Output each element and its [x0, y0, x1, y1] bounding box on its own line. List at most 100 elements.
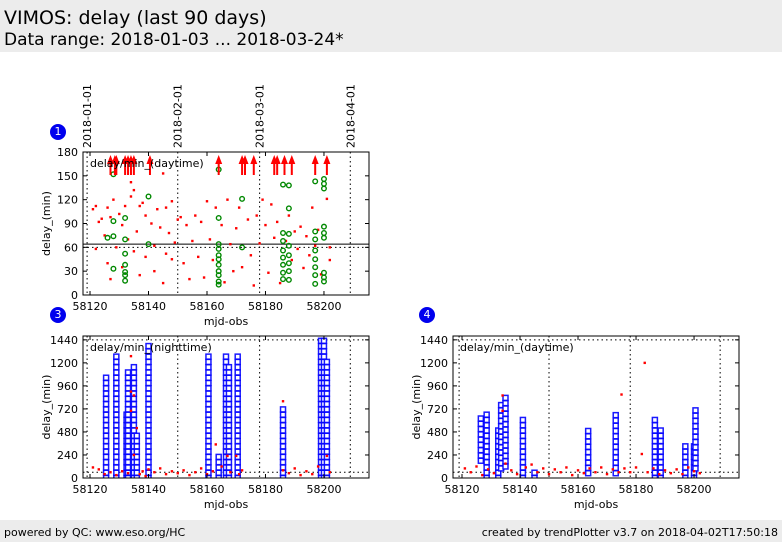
- date-tick-label: 2018-02-01: [172, 84, 185, 148]
- plot-badge-1[interactable]: 1: [50, 124, 66, 140]
- blue-square-point: [225, 448, 233, 455]
- header-bar: VIMOS: delay (last 90 days) Data range: …: [0, 0, 782, 52]
- green-circle-point: [312, 272, 319, 279]
- blue-square-point: [205, 369, 212, 376]
- plot-badge-4[interactable]: 4: [419, 307, 435, 323]
- red-point: [258, 242, 261, 245]
- blue-square-point: [130, 416, 138, 424]
- blue-square-point: [113, 390, 120, 397]
- blue-square-point: [225, 411, 233, 418]
- red-point: [281, 469, 285, 472]
- blue-square-point: [145, 453, 152, 461]
- blue-square-point: [124, 411, 132, 418]
- y-tick-label: 0: [71, 472, 78, 485]
- blue-square-point: [234, 458, 241, 466]
- blue-square-point: [234, 379, 241, 387]
- date-tick-label: 2018-01-01: [81, 84, 94, 148]
- blue-square-point: [651, 458, 659, 466]
- blue-square-point: [102, 411, 110, 418]
- red-point: [197, 255, 200, 259]
- red-point: [316, 228, 320, 232]
- blue-square-point: [682, 453, 689, 461]
- blue-square-point: [502, 436, 509, 444]
- blue-square-point: [323, 369, 331, 376]
- out-of-range-arrow: [241, 155, 249, 175]
- blue-square-point: [133, 437, 141, 445]
- x-tick-label: 58160: [189, 300, 224, 313]
- red-point: [255, 214, 258, 217]
- red-point: [97, 220, 100, 224]
- blue-square-point: [502, 431, 509, 439]
- blue-square-point: [205, 395, 212, 403]
- green-circle-point: [280, 254, 287, 261]
- blue-square-point: [651, 437, 659, 445]
- y-tick-label: 90: [64, 218, 78, 231]
- red-point: [281, 400, 285, 403]
- red-point: [530, 463, 533, 466]
- plot-badge-3[interactable]: 3: [50, 307, 66, 323]
- blue-square-point: [225, 427, 233, 434]
- blue-square-point: [323, 443, 331, 450]
- blue-square-point: [477, 446, 485, 454]
- blue-square-point: [612, 438, 619, 445]
- blue-square-point: [234, 416, 241, 424]
- x-tick-label: 58140: [503, 483, 538, 496]
- footer-powered-by[interactable]: powered by QC: www.eso.org/HC: [4, 526, 186, 539]
- blue-square-point: [584, 454, 592, 461]
- y-tick-label: 480: [57, 426, 78, 439]
- red-point: [299, 225, 302, 228]
- red-point: [237, 472, 241, 476]
- green-circle-point: [145, 241, 152, 248]
- blue-square-point: [320, 353, 328, 360]
- red-point: [112, 198, 115, 201]
- red-point: [153, 471, 156, 474]
- blue-square-point: [205, 374, 212, 381]
- blue-square-point: [130, 379, 138, 387]
- blue-square-point: [225, 437, 233, 445]
- blue-square-point: [225, 385, 233, 392]
- blue-square-point: [692, 407, 699, 414]
- blue-square-point: [113, 416, 120, 424]
- blue-square-point: [205, 358, 212, 366]
- blue-square-point: [205, 448, 212, 455]
- blue-square-point: [113, 448, 120, 455]
- x-tick-label: 58140: [131, 300, 166, 313]
- red-point: [182, 262, 185, 265]
- blue-square-point: [124, 374, 132, 381]
- blue-square-point: [323, 427, 331, 434]
- red-point: [273, 236, 276, 239]
- blue-square-point: [519, 432, 527, 440]
- blue-square-point: [320, 348, 328, 355]
- red-point: [319, 273, 323, 276]
- red-point: [692, 470, 696, 473]
- green-circle-point: [280, 230, 287, 237]
- blue-square-point: [102, 427, 110, 434]
- red-point: [220, 465, 223, 468]
- blue-square-point: [612, 433, 619, 440]
- red-point: [226, 198, 229, 201]
- red-point: [669, 472, 673, 475]
- red-point: [191, 239, 194, 243]
- red-point: [605, 472, 609, 476]
- green-circle-point: [280, 181, 287, 188]
- plot-p3: 58120 58140 58160 58180 58200 0 240 480 720 960 12…: [40, 334, 370, 511]
- red-point: [202, 276, 206, 279]
- blue-square-point: [692, 444, 699, 451]
- red-point: [147, 468, 150, 471]
- green-circle-point: [312, 178, 319, 185]
- blue-square-point: [113, 443, 120, 450]
- red-point: [311, 206, 314, 209]
- blue-square-point: [323, 432, 331, 440]
- blue-square-point: [102, 443, 110, 450]
- blue-square-point: [502, 399, 509, 407]
- series-label: delay/min_(nighttime): [90, 341, 212, 354]
- red-point: [205, 200, 209, 203]
- red-point: [129, 390, 133, 393]
- blue-square-point: [612, 427, 619, 435]
- blue-square-point: [519, 416, 527, 424]
- blue-square-point: [657, 443, 664, 450]
- green-circle-point: [320, 176, 327, 183]
- blue-square-point: [234, 427, 241, 434]
- blue-square-point: [113, 432, 120, 440]
- red-point: [132, 394, 136, 397]
